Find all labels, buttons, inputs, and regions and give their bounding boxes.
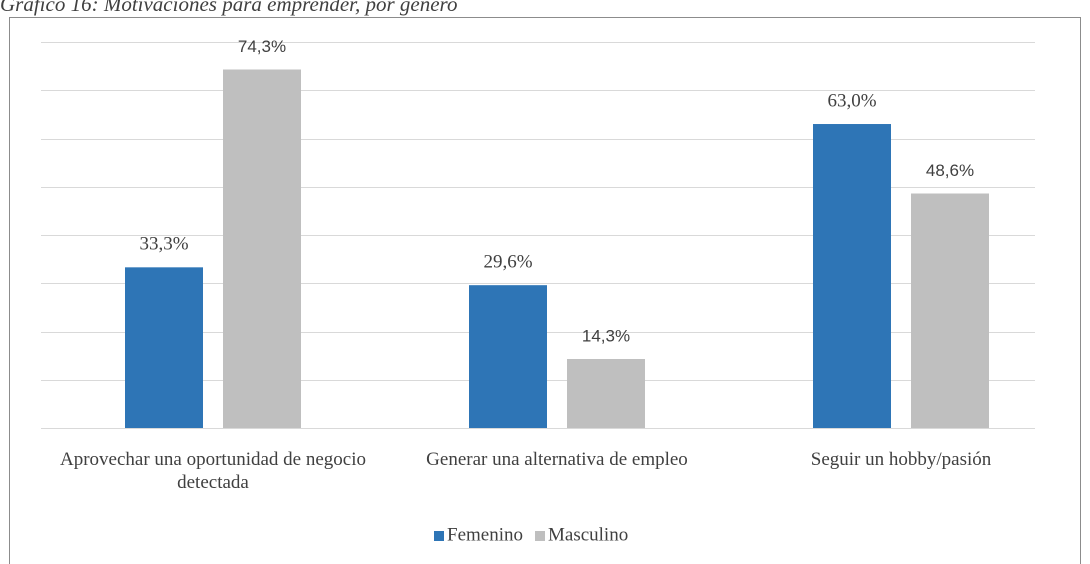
bar bbox=[911, 193, 989, 428]
value-label: 29,6% bbox=[483, 252, 532, 273]
legend-label: Masculino bbox=[548, 524, 628, 545]
value-label: 63,0% bbox=[827, 90, 876, 111]
value-label: 33,3% bbox=[139, 234, 188, 255]
legend-label: Femenino bbox=[447, 524, 523, 545]
x-tick-label: Aprovechar una oportunidad de negocio de… bbox=[59, 449, 366, 493]
value-label: 48,6% bbox=[926, 161, 974, 180]
bar bbox=[125, 267, 203, 428]
value-label: 14,3% bbox=[582, 326, 630, 345]
bar bbox=[223, 69, 301, 428]
bar bbox=[567, 359, 645, 428]
legend-swatch bbox=[434, 531, 444, 541]
bar bbox=[469, 285, 547, 428]
value-label: 74,3% bbox=[238, 37, 286, 56]
x-tick-label: Generar una alternativa de empleo bbox=[426, 449, 688, 470]
chart-title: Gráfico 16: Motivaciones para emprender,… bbox=[0, 0, 457, 16]
legend-swatch bbox=[535, 531, 545, 541]
chart-border bbox=[9, 17, 1081, 564]
bar bbox=[813, 124, 891, 429]
x-tick-label: Seguir un hobby/pasión bbox=[810, 449, 992, 470]
